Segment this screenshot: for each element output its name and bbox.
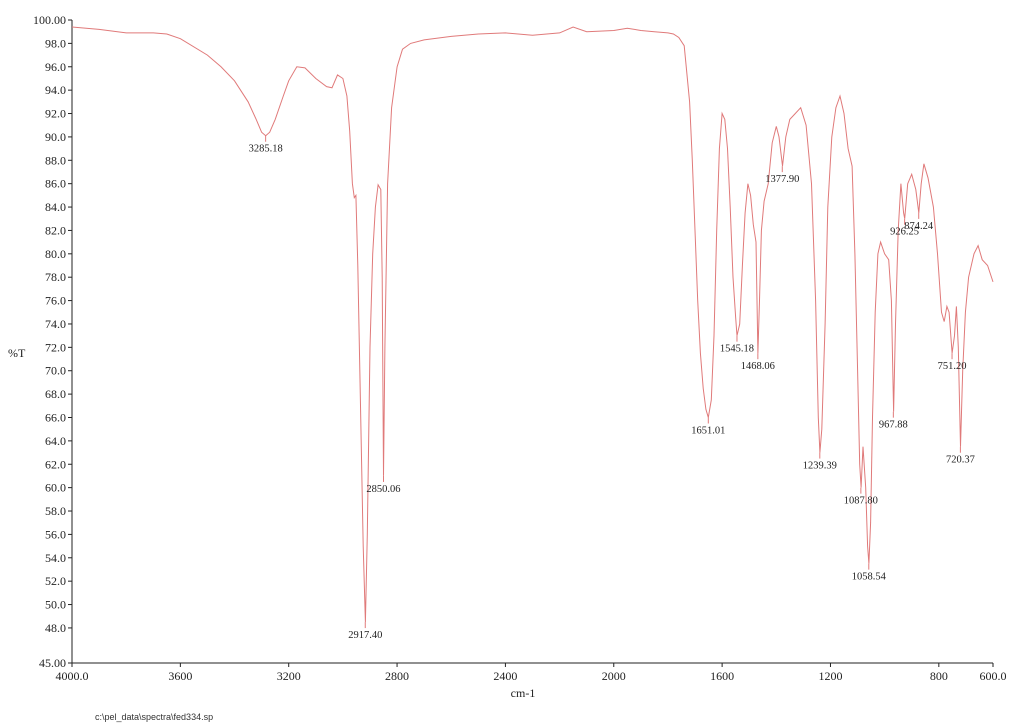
peak-label: 1239.39 (803, 461, 837, 472)
y-tick-label: 68.0 (45, 387, 66, 401)
x-tick-label: 2400 (493, 669, 517, 683)
peak-label: 2850.06 (366, 484, 400, 495)
peak-label: 2917.40 (348, 630, 382, 641)
y-tick-label: 45.00 (39, 656, 66, 670)
chart-ticks: 100.00 98.0 96.0 94.0 92.0 90.0 88.0 86.0 84.0 82… (33, 13, 1007, 683)
y-tick-label: 50.0 (45, 598, 66, 612)
peak-label: 1377.90 (765, 174, 799, 185)
y-tick-label: 82.0 (45, 223, 66, 237)
y-tick-label: 84.0 (45, 200, 66, 214)
peak-annotations: 3285.18 2917.40 2850.06 1651.01 1545.18 1468.… (249, 135, 975, 641)
peak-label: 1468.06 (741, 361, 775, 372)
y-tick-label: 64.0 (45, 434, 66, 448)
y-tick-label: 96.0 (45, 60, 66, 74)
x-tick-label: 1200 (818, 669, 842, 683)
y-tick-label: 54.0 (45, 551, 66, 565)
y-tick-label: 74.0 (45, 317, 66, 331)
x-tick-label: 3200 (277, 669, 301, 683)
x-tick-label: 2000 (602, 669, 626, 683)
peak-label: 1545.18 (720, 344, 754, 355)
y-tick-label: 48.0 (45, 621, 66, 635)
y-tick-label: 92.0 (45, 107, 66, 121)
peak-label: 1087.80 (844, 496, 878, 507)
peak-label: 926.25 (890, 227, 919, 238)
y-tick-label: 62.0 (45, 457, 66, 471)
peak-label: 751.20 (938, 361, 967, 372)
y-tick-label: 90.0 (45, 130, 66, 144)
y-tick-label: 52.0 (45, 574, 66, 588)
x-axis-label: cm-1 (511, 686, 536, 700)
x-tick-label: 600.0 (980, 669, 1007, 683)
y-tick-label: 100.00 (33, 13, 66, 27)
x-tick-label: 2800 (385, 669, 409, 683)
y-tick-label: 58.0 (45, 504, 66, 518)
x-tick-label: 3600 (168, 669, 192, 683)
y-tick-label: 80.0 (45, 247, 66, 261)
y-tick-label: 72.0 (45, 340, 66, 354)
y-tick-label: 94.0 (45, 83, 66, 97)
y-tick-label: 60.0 (45, 481, 66, 495)
peak-label: 3285.18 (249, 144, 283, 155)
chart-axes (71, 20, 993, 664)
y-tick-label: 98.0 (45, 36, 66, 50)
y-tick-label: 76.0 (45, 294, 66, 308)
peak-label: 967.88 (879, 420, 908, 431)
peak-label: 720.37 (946, 455, 975, 466)
y-tick-label: 56.0 (45, 527, 66, 541)
peak-label: 1651.01 (691, 425, 725, 436)
y-tick-label: 78.0 (45, 270, 66, 284)
y-tick-label: 66.0 (45, 410, 66, 424)
y-tick-label: 88.0 (45, 153, 66, 167)
peak-label: 1058.54 (852, 572, 887, 583)
y-tick-label: 86.0 (45, 177, 66, 191)
spectrum-line (71, 26, 994, 623)
x-tick-label: 4000.0 (56, 669, 89, 683)
x-tick-label: 1600 (710, 669, 734, 683)
y-tick-label: 70.0 (45, 364, 66, 378)
y-axis-label: %T (8, 346, 26, 360)
file-path-footer: c:\pel_data\spectra\fed334.sp (95, 712, 213, 722)
x-tick-label: 800 (930, 669, 948, 683)
peak-label: 874.24 (904, 221, 934, 232)
